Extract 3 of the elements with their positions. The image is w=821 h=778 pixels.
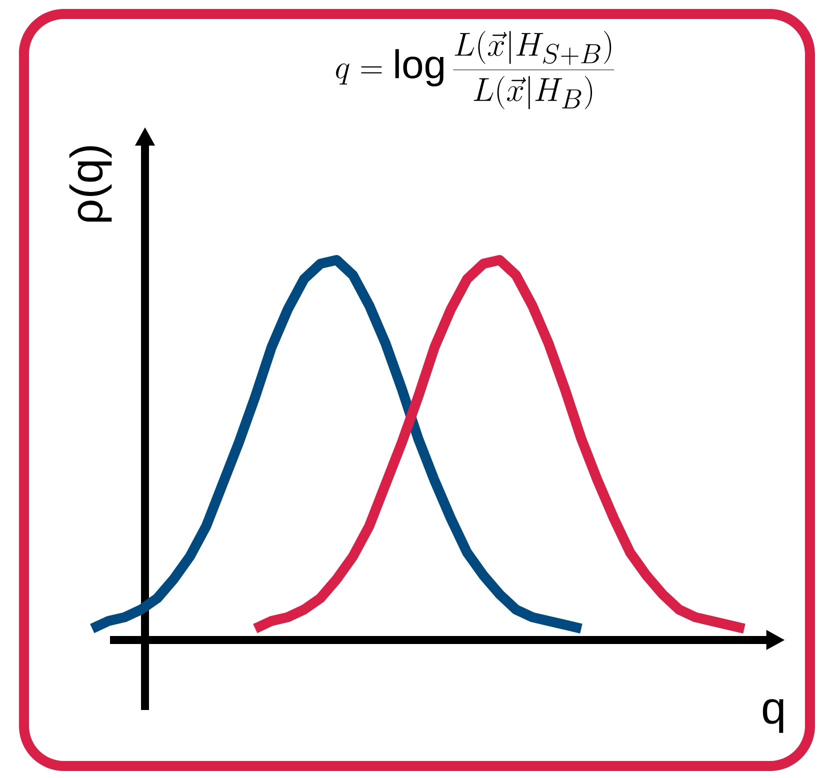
y-axis-title: ρ(q) <box>69 146 112 222</box>
x-axis-title: q <box>762 699 784 733</box>
chart-title: $q = \log \frac{L(\vec{x}|H_{S+B})}{L(\vec{x}|H_B)}$ <box>336 30 614 110</box>
